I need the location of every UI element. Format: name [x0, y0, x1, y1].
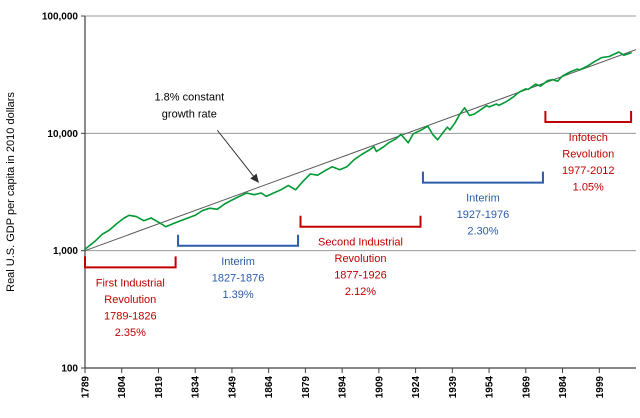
- era-bracket-label-line: 1927-1976: [457, 209, 510, 221]
- growth-rate-label-line: growth rate: [162, 108, 217, 120]
- x-axis-tick-labels: 1789 1804 1819 1834 1849 1864 1879 1894 1909 1924…: [81, 376, 606, 399]
- y-axis-title: Real U.S. GDP per capita in 2010 dollars: [5, 92, 17, 292]
- era-bracket-label-line: 2.30%: [467, 226, 498, 238]
- axes: [81, 15, 636, 369]
- x-tick-label: 1849: [227, 376, 238, 399]
- x-tick-label: 1804: [117, 376, 128, 399]
- y-tick-label: 100,000: [42, 12, 79, 23]
- y-tick-label: 10,000: [47, 129, 78, 140]
- x-tick-label: 1939: [448, 376, 459, 399]
- x-tick-label: 1879: [301, 376, 312, 399]
- era-bracket-label-line: 2.12%: [345, 286, 376, 298]
- x-tick-label: 1999: [595, 376, 606, 399]
- era-bracket-label-line: 2.35%: [115, 327, 146, 339]
- era-bracket-label-line: Revolution: [335, 253, 387, 265]
- era-bracket-label-line: Revolution: [104, 294, 156, 306]
- era-bracket-label-line: Revolution: [562, 148, 614, 160]
- x-tick-label: 1834: [191, 376, 202, 399]
- era-bracket: [544, 110, 633, 123]
- gridlines: [85, 15, 636, 369]
- era-bracket-label-line: Interim: [221, 256, 255, 268]
- gdp-per-capita-line: [84, 51, 632, 250]
- era-bracket-label-line: 1877-1926: [334, 270, 387, 282]
- y-tick-label: 1,000: [53, 246, 78, 257]
- x-axis-ticks: [84, 368, 600, 373]
- x-tick-label: 1819: [154, 376, 165, 399]
- era-bracket-annotations: First Industrial Revolution 1789-1826 2.35%…: [84, 110, 633, 339]
- growth-rate-annotation: 1.8% constant growth rate: [154, 91, 259, 184]
- x-tick-label: 1954: [485, 376, 496, 399]
- x-tick-label: 1894: [338, 376, 349, 399]
- growth-rate-arrow: [216, 129, 259, 184]
- x-tick-label: 1969: [521, 376, 532, 399]
- era-bracket-label-line: First Industrial: [96, 277, 165, 289]
- x-tick-label: 1984: [558, 376, 569, 399]
- era-bracket: [84, 256, 177, 269]
- era-bracket-label-line: Interim: [466, 193, 500, 205]
- era-bracket-label-line: Infotech: [569, 132, 608, 144]
- era-bracket: [421, 171, 544, 184]
- era-bracket-label-line: 1.05%: [573, 181, 604, 193]
- era-bracket-label-line: 1977-2012: [562, 165, 615, 177]
- y-axis-tick-labels: 100,000 10,000 1,000 100: [42, 12, 79, 375]
- era-bracket: [299, 215, 422, 228]
- x-tick-label: 1789: [81, 376, 92, 399]
- era-bracket-label-line: 1.39%: [222, 289, 253, 301]
- x-tick-label: 1924: [411, 376, 422, 399]
- x-tick-label: 1864: [264, 376, 275, 399]
- y-tick-label: 100: [61, 364, 78, 375]
- era-bracket: [177, 234, 300, 247]
- growth-rate-label-line: 1.8% constant: [154, 91, 224, 103]
- era-bracket-label-line: Second Industrial: [318, 237, 403, 249]
- era-bracket-label-line: 1827-1876: [212, 272, 265, 284]
- gdp-line-group: [84, 51, 632, 250]
- x-tick-label: 1909: [374, 376, 385, 399]
- era-bracket-label-line: 1789-1826: [104, 310, 157, 322]
